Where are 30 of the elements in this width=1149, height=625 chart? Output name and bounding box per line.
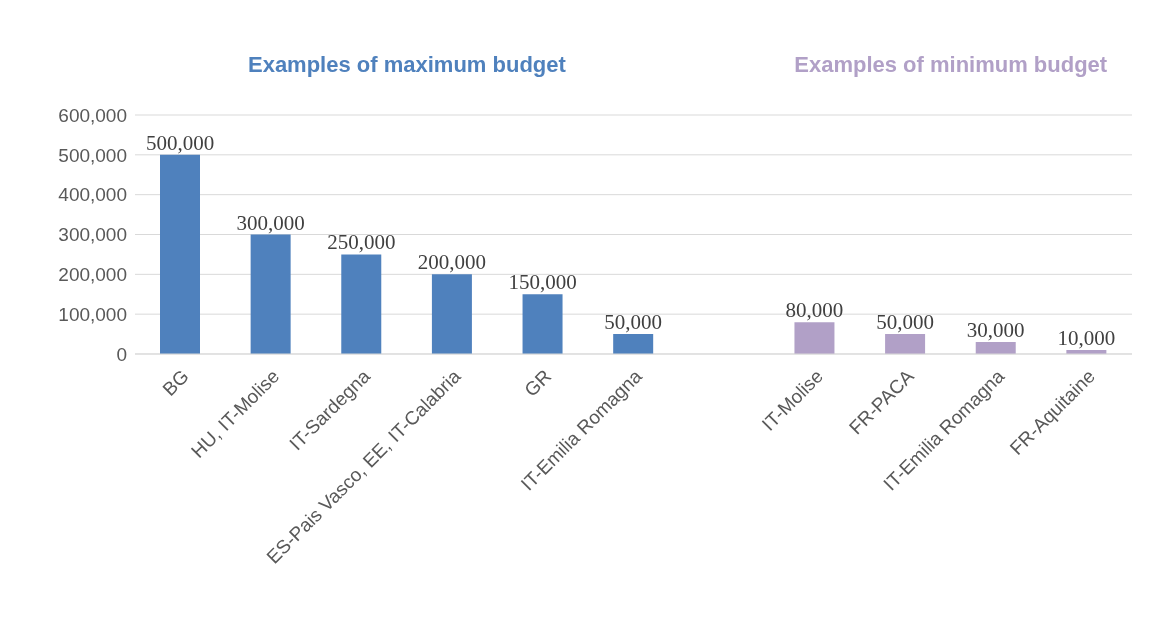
y-tick-label: 500,000 xyxy=(58,144,127,166)
x-tick-label: GR xyxy=(520,365,556,401)
data-label: 10,000 xyxy=(1057,326,1116,351)
data-label: 80,000 xyxy=(785,298,844,323)
bar xyxy=(160,154,200,354)
bar xyxy=(250,234,291,354)
data-label: 200,000 xyxy=(417,250,487,275)
data-label: 500,000 xyxy=(145,130,215,155)
data-label: 150,000 xyxy=(508,270,577,295)
x-tick-label: BG xyxy=(158,365,193,400)
data-label: 30,000 xyxy=(966,318,1025,343)
bar xyxy=(613,334,654,354)
y-tick-label: 400,000 xyxy=(58,184,127,206)
y-tick-label: 200,000 xyxy=(58,264,127,286)
y-tick-label: 300,000 xyxy=(58,224,127,246)
y-tick-label: 100,000 xyxy=(58,303,127,325)
data-label: 250,000 xyxy=(327,230,396,255)
bar xyxy=(794,322,835,354)
text: Examples of minimum budget xyxy=(793,52,1109,78)
data-label: 50,000 xyxy=(604,310,663,335)
y-tick-label: 600,000 xyxy=(58,104,127,126)
bar xyxy=(975,342,1016,354)
text: Examples of maximum budget xyxy=(246,52,567,78)
bar xyxy=(431,274,472,354)
bar xyxy=(341,254,382,354)
data-label: 50,000 xyxy=(876,310,934,335)
data-label: 300,000 xyxy=(236,210,305,235)
bar xyxy=(885,334,926,354)
bar xyxy=(522,294,563,354)
y-tick-label: 0 xyxy=(116,343,127,365)
